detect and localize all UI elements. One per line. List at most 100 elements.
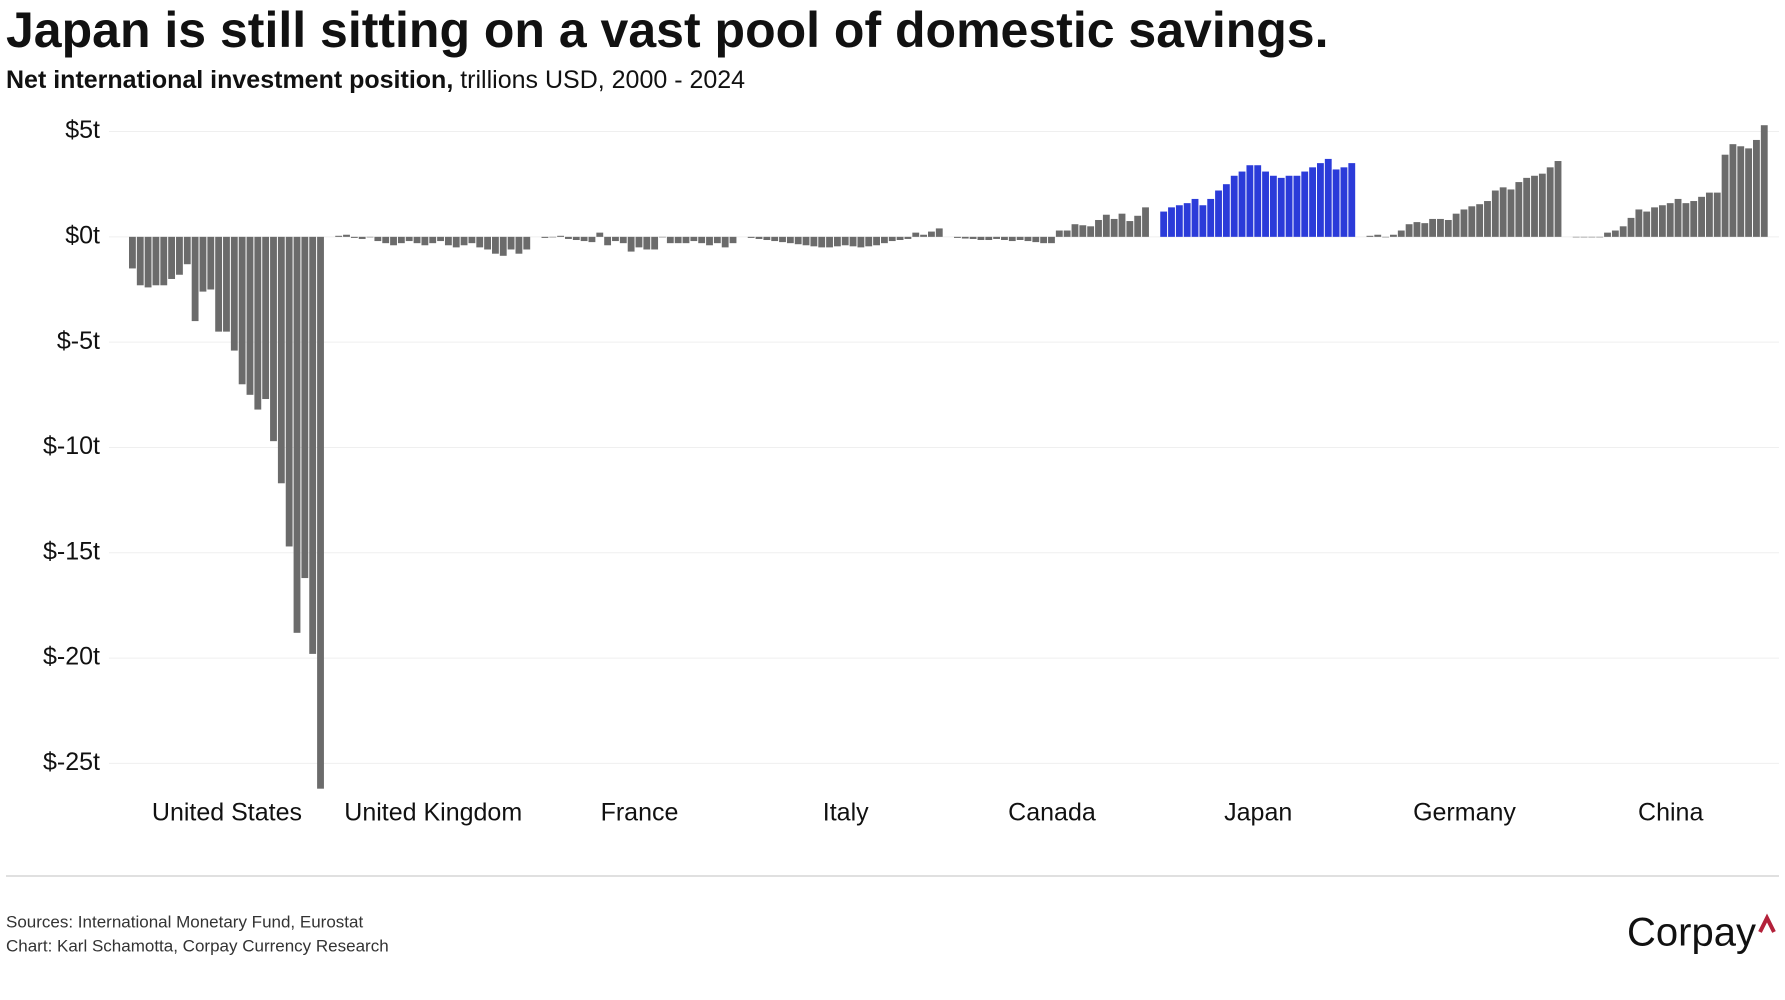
bar bbox=[1254, 165, 1262, 237]
bar bbox=[935, 228, 943, 237]
bar bbox=[1690, 201, 1698, 237]
bar bbox=[136, 236, 144, 286]
bar bbox=[1484, 201, 1491, 237]
bars bbox=[129, 125, 1768, 789]
bar bbox=[1753, 139, 1760, 237]
bar bbox=[1682, 203, 1690, 237]
bar bbox=[993, 236, 1001, 239]
bar bbox=[507, 236, 515, 250]
bar bbox=[557, 235, 565, 237]
bar bbox=[1262, 171, 1269, 237]
bar bbox=[437, 236, 444, 242]
bar bbox=[1421, 223, 1429, 237]
bar bbox=[1397, 230, 1405, 237]
bar bbox=[786, 236, 794, 244]
bar bbox=[1348, 163, 1356, 237]
bar bbox=[144, 236, 152, 288]
bar bbox=[191, 236, 199, 322]
bar bbox=[1238, 171, 1246, 237]
bar bbox=[857, 236, 865, 248]
bar bbox=[1063, 230, 1071, 237]
bar bbox=[1737, 146, 1745, 237]
bar bbox=[207, 236, 215, 290]
bar bbox=[238, 236, 246, 385]
bar bbox=[565, 236, 572, 239]
bar bbox=[397, 236, 405, 244]
bar bbox=[1651, 207, 1658, 237]
y-tick-label: $-15t bbox=[43, 537, 100, 565]
bar bbox=[1087, 226, 1095, 237]
bar bbox=[954, 236, 961, 238]
bar bbox=[1611, 230, 1619, 237]
bar bbox=[484, 236, 491, 250]
bar bbox=[1468, 206, 1476, 237]
bar bbox=[215, 236, 223, 332]
bar bbox=[763, 236, 771, 241]
y-tick-label: $-20t bbox=[43, 643, 100, 671]
bar bbox=[849, 236, 857, 247]
bar bbox=[1309, 167, 1316, 237]
bar bbox=[444, 236, 452, 246]
bar bbox=[1317, 163, 1324, 237]
bar bbox=[421, 236, 429, 246]
bar bbox=[1048, 236, 1055, 244]
bar bbox=[1531, 175, 1538, 237]
bar bbox=[293, 236, 301, 633]
bar bbox=[985, 236, 993, 241]
bar bbox=[580, 236, 588, 242]
bar bbox=[374, 236, 382, 242]
bar bbox=[1627, 217, 1635, 237]
x-tick-label: Japan bbox=[1224, 799, 1292, 827]
credit: Chart: Karl Schamotta, Corpay Currency R… bbox=[6, 936, 389, 955]
bar bbox=[549, 236, 557, 238]
bar bbox=[429, 236, 437, 244]
bar bbox=[1285, 175, 1293, 237]
x-tick-label: China bbox=[1638, 799, 1703, 827]
bar bbox=[390, 236, 397, 246]
x-tick-label: United States bbox=[152, 799, 302, 827]
bar bbox=[1643, 211, 1651, 237]
bar bbox=[246, 236, 254, 395]
bar bbox=[1332, 169, 1340, 237]
bar bbox=[627, 236, 635, 252]
bar bbox=[880, 236, 888, 244]
bar bbox=[833, 236, 841, 247]
bar bbox=[682, 236, 690, 244]
bar bbox=[619, 236, 627, 244]
bar bbox=[358, 236, 366, 239]
bar bbox=[794, 236, 802, 245]
bar bbox=[183, 236, 191, 265]
bar bbox=[1207, 198, 1215, 237]
bar bbox=[1429, 218, 1437, 237]
logo: Corpay bbox=[1627, 911, 1756, 955]
bar bbox=[1515, 182, 1523, 237]
bar bbox=[1199, 205, 1207, 237]
bar bbox=[285, 236, 293, 547]
logo-accent bbox=[1758, 913, 1776, 933]
bar bbox=[1301, 171, 1309, 237]
bar bbox=[779, 236, 786, 243]
bar bbox=[920, 234, 928, 237]
bar bbox=[1230, 175, 1238, 237]
bar bbox=[160, 236, 168, 286]
bar bbox=[1001, 236, 1008, 241]
bar bbox=[1452, 213, 1460, 237]
bar bbox=[1024, 236, 1032, 242]
bar bbox=[596, 232, 604, 237]
bar bbox=[1095, 219, 1102, 237]
bar bbox=[1596, 236, 1604, 238]
bar bbox=[1118, 213, 1126, 237]
bar bbox=[1374, 234, 1382, 237]
bar bbox=[317, 236, 324, 789]
bar bbox=[969, 236, 977, 239]
bar bbox=[643, 236, 651, 250]
bar bbox=[1745, 148, 1753, 237]
bar bbox=[468, 236, 476, 244]
bar bbox=[1340, 167, 1348, 237]
bar bbox=[230, 236, 238, 351]
bar bbox=[747, 236, 755, 238]
bar bbox=[873, 236, 880, 246]
y-tick-label: $-10t bbox=[43, 432, 100, 460]
bar bbox=[405, 236, 413, 242]
